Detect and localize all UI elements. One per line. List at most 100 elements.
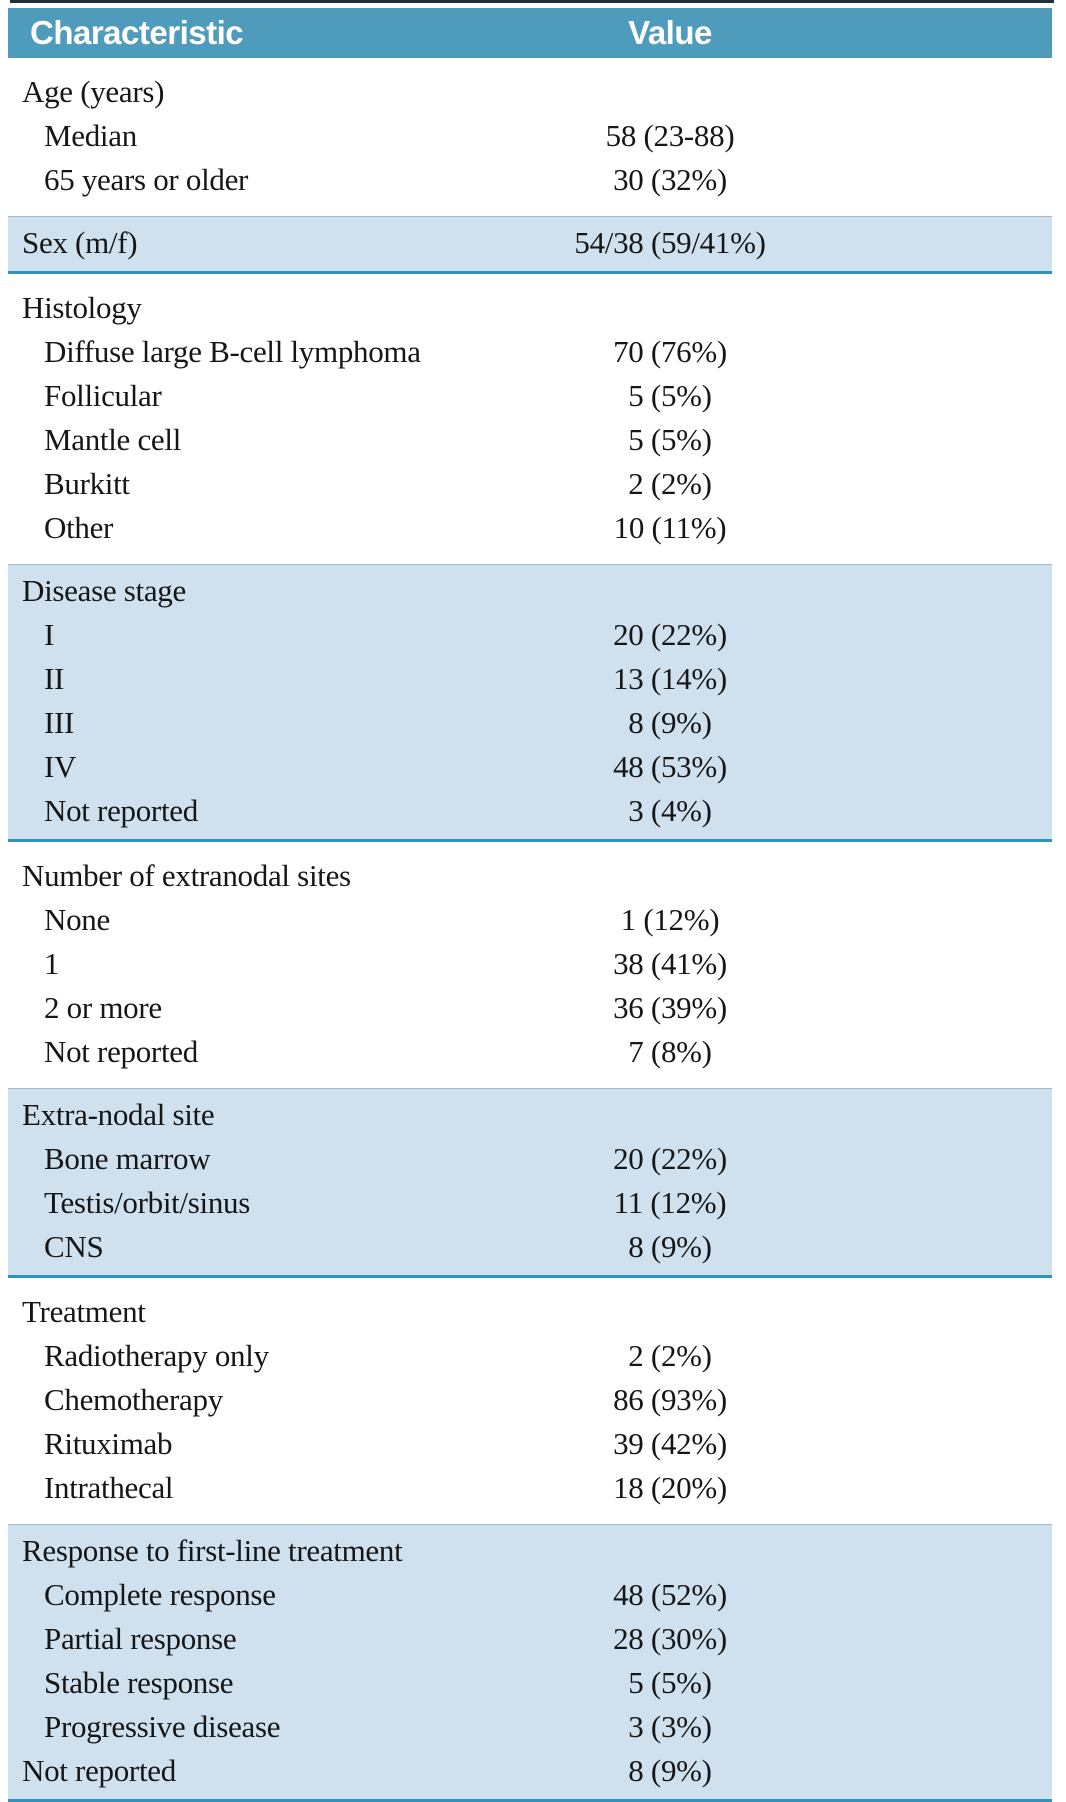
row-value: 8 (9%) (628, 1753, 712, 1788)
row-label: Not reported (44, 793, 198, 828)
row-spacer (870, 374, 1052, 418)
table-row: CNS 8 (9%) (8, 1225, 1052, 1269)
row-value: 11 (12%) (613, 1185, 727, 1220)
row-value (470, 1093, 870, 1137)
row-label: Intrathecal (44, 1470, 174, 1505)
section-sex: Sex (m/f) 54/38 (59/41%) (8, 216, 1052, 274)
section-header-row: Disease stage (8, 569, 1052, 613)
section-disease-stage: Disease stage I 20 (22%) II 13 (14%) III 8 (9%… (8, 564, 1052, 842)
row-spacer (870, 854, 1052, 898)
row-label: Not reported (22, 1753, 176, 1788)
row-value: 10 (11%) (613, 510, 727, 545)
row-spacer (870, 1617, 1052, 1661)
table-row: Burkitt 2 (2%) (8, 462, 1052, 506)
table-row: Testis/orbit/sinus 11 (12%) (8, 1181, 1052, 1225)
row-spacer (870, 221, 1052, 265)
row-value: 1 (12%) (620, 902, 720, 937)
row-spacer (870, 70, 1052, 114)
row-label: Progressive disease (44, 1709, 281, 1744)
table-row: Not reported 8 (9%) (8, 1749, 1052, 1793)
table-row: II 13 (14%) (8, 657, 1052, 701)
row-spacer (870, 1705, 1052, 1749)
row-value: 30 (32%) (613, 162, 727, 197)
row-value: 20 (22%) (613, 1141, 727, 1176)
column-header-value: Value (628, 14, 712, 51)
table-row: Progressive disease 3 (3%) (8, 1705, 1052, 1749)
table-row: Diffuse large B-cell lymphoma 70 (76%) (8, 330, 1052, 374)
row-spacer (870, 745, 1052, 789)
table-row: 65 years or older 30 (32%) (8, 158, 1052, 202)
section-response-first-line: Response to first-line treatment Complete… (8, 1524, 1052, 1802)
table-row: I 20 (22%) (8, 613, 1052, 657)
row-value: 36 (39%) (613, 990, 727, 1025)
row-label: Rituximab (44, 1426, 173, 1461)
row-label: Follicular (44, 378, 162, 413)
row-label: III (44, 705, 75, 740)
table-row: Partial response 28 (30%) (8, 1617, 1052, 1661)
row-label: Not reported (44, 1034, 198, 1069)
column-header-characteristic: Characteristic (30, 14, 244, 51)
table-header-row: Characteristic Value (8, 8, 1052, 58)
row-value: 8 (9%) (628, 1229, 712, 1264)
top-rule-line (10, 0, 1054, 3)
row-label: Response to first-line treatment (22, 1533, 403, 1568)
row-label: Complete response (44, 1577, 276, 1612)
section-header-row: Sex (m/f) 54/38 (59/41%) (8, 221, 1052, 265)
row-value: 28 (30%) (613, 1621, 727, 1656)
table-row: Follicular 5 (5%) (8, 374, 1052, 418)
row-spacer (870, 418, 1052, 462)
section-header-row: Age (years) (8, 70, 1052, 114)
row-value (470, 854, 870, 898)
row-spacer (870, 1466, 1052, 1510)
section-extranodal-sites-count: Number of extranodal sites None 1 (12%) 1 38… (8, 842, 1052, 1088)
row-spacer (870, 1137, 1052, 1181)
row-spacer (870, 986, 1052, 1030)
row-label: Histology (22, 290, 142, 325)
table-row: Complete response 48 (52%) (8, 1573, 1052, 1617)
row-value: 70 (76%) (613, 334, 727, 369)
row-label: Testis/orbit/sinus (44, 1185, 250, 1220)
row-label: CNS (44, 1229, 104, 1264)
section-age: Age (years) Median 58 (23-88) 65 years or o… (8, 58, 1052, 216)
row-value: 38 (41%) (613, 946, 727, 981)
patient-characteristics-table: Characteristic Value Age (years) Median 58… (8, 8, 1052, 1802)
row-label: I (44, 617, 55, 652)
row-value: 58 (23-88) (605, 118, 735, 153)
table-row: Rituximab 39 (42%) (8, 1422, 1052, 1466)
row-value: 54/38 (59/41%) (574, 225, 766, 260)
section-header-row: Extra-nodal site (8, 1093, 1052, 1137)
row-spacer (870, 1225, 1052, 1269)
table-row: Bone marrow 20 (22%) (8, 1137, 1052, 1181)
row-label: Radiotherapy only (44, 1338, 269, 1373)
row-spacer (870, 898, 1052, 942)
row-label: None (44, 902, 110, 937)
table-row: Not reported 7 (8%) (8, 1030, 1052, 1074)
row-value: 5 (5%) (628, 422, 712, 457)
table-row: III 8 (9%) (8, 701, 1052, 745)
table-row: Mantle cell 5 (5%) (8, 418, 1052, 462)
row-label: II (44, 661, 65, 696)
row-label: Mantle cell (44, 422, 182, 457)
table-row: None 1 (12%) (8, 898, 1052, 942)
row-spacer (870, 1378, 1052, 1422)
section-histology: Histology Diffuse large B-cell lymphoma 70… (8, 274, 1052, 564)
row-label: Disease stage (22, 573, 186, 608)
row-spacer (870, 1030, 1052, 1074)
row-value: 5 (5%) (628, 378, 712, 413)
row-label: 65 years or older (44, 162, 249, 197)
section-extra-nodal-site: Extra-nodal site Bone marrow 20 (22%) Testi… (8, 1088, 1052, 1278)
row-value: 7 (8%) (628, 1034, 712, 1069)
section-header-row: Treatment (8, 1290, 1052, 1334)
row-value: 86 (93%) (613, 1382, 727, 1417)
row-value: 18 (20%) (613, 1470, 727, 1505)
row-spacer (870, 330, 1052, 374)
section-treatment: Treatment Radiotherapy only 2 (2%) Chemothe… (8, 1278, 1052, 1524)
table-row: Chemotherapy 86 (93%) (8, 1378, 1052, 1422)
row-label: Extra-nodal site (22, 1097, 215, 1132)
row-value: 48 (53%) (613, 749, 727, 784)
table-row: 1 38 (41%) (8, 942, 1052, 986)
table-row: 2 or more 36 (39%) (8, 986, 1052, 1030)
row-spacer (870, 1093, 1052, 1137)
row-spacer (870, 158, 1052, 202)
row-label: Chemotherapy (44, 1382, 223, 1417)
